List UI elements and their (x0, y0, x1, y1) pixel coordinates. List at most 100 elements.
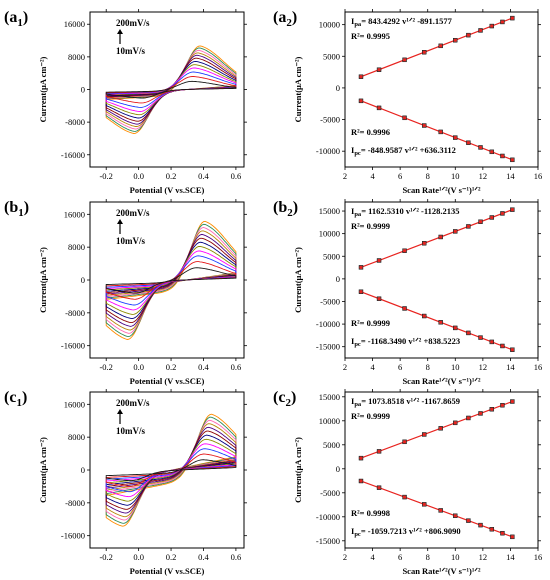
x-axis-title: Potential (V vs.SCE) (130, 376, 205, 386)
data-point-marker-pc (359, 290, 363, 294)
arrow-head-icon (117, 219, 123, 224)
x-tick-label: 6 (398, 171, 402, 181)
arrow-head-icon (117, 29, 123, 34)
data-point-marker-pc (500, 531, 505, 535)
data-point-marker-pc (510, 158, 514, 162)
cathodic-r-squared: R²= 0.9998 (351, 508, 390, 518)
data-point-marker-pc (478, 145, 483, 150)
scan-rate-max-label: 200mV/s (116, 208, 150, 218)
x-tick-label: 12 (479, 171, 488, 181)
x-tick-label: 0.6 (231, 171, 242, 181)
cv-curve (105, 459, 237, 482)
y-tick-label: 15000 (319, 392, 340, 402)
scan-rate-min-label: 10mV/s (116, 426, 145, 436)
anodic-fit-equation: Ipa= 1073.8518 v¹ᐟ² -1167.8659 (351, 396, 460, 408)
scan-rate-max-label: 200mV/s (116, 398, 150, 408)
data-point-marker-pa (490, 407, 494, 411)
y-tick-label: -10000 (316, 146, 340, 156)
cathodic-r-squared: R²= 0.9996 (351, 127, 390, 137)
data-point-marker-pc (453, 136, 457, 140)
data-point-marker-pa (422, 241, 426, 245)
x-tick-label: 16 (534, 171, 543, 181)
y-tick-label: 0 (336, 274, 340, 284)
data-point-marker-pc (439, 320, 443, 324)
data-point-marker-pa (478, 220, 483, 224)
y-tick-label: 16000 (64, 209, 85, 219)
y-tick-label: 10000 (319, 229, 340, 239)
plot-frame (344, 201, 539, 359)
data-point-marker-pa (466, 33, 470, 37)
data-point-marker-pc (490, 527, 494, 531)
x-tick-label: 12 (479, 362, 488, 372)
plot-frame (344, 11, 539, 168)
scan-rate-min-label: 10mV/s (116, 236, 145, 246)
x-tick-label: -0.2 (99, 552, 112, 562)
y-tick-label: 0 (336, 83, 340, 93)
data-point-marker-pa (402, 58, 407, 62)
cathodic-fit-equation: Ipc= -848.9587 v¹ᐟ² +636.3112 (351, 145, 456, 157)
plot-frame (89, 201, 245, 359)
x-tick-label: 0.2 (166, 362, 177, 372)
data-point-marker-pc (466, 141, 470, 145)
data-point-marker-pc (478, 523, 483, 527)
y-tick-label: -8000 (65, 498, 85, 508)
data-point-marker-pc (439, 508, 443, 513)
x-axis-title: Potential (V vs.SCE) (130, 185, 205, 195)
cv-curve (105, 47, 237, 132)
x-tick-label: 4 (370, 552, 375, 562)
data-point-marker-pa (377, 449, 381, 453)
chart-c2: 2 4 6 8 10 12 14 16 -15000 -10000 -5000 0 5000 10000 1… (273, 389, 542, 576)
fit-line-pa (360, 209, 513, 268)
y-tick-label: -5000 (320, 296, 340, 306)
x-tick-label: 4 (370, 171, 375, 181)
y-axis-title: Current(μA cm⁻²) (293, 56, 303, 122)
data-point-marker-pa (422, 50, 426, 54)
x-tick-label: 2 (343, 362, 347, 372)
data-point-marker-pa (453, 229, 457, 234)
data-point-marker-pc (377, 297, 381, 301)
x-tick-label: 14 (506, 362, 515, 372)
scan-rate-min-label: 10mV/s (116, 46, 145, 56)
data-point-marker-pc (422, 123, 426, 128)
x-tick-label: 2 (343, 171, 347, 181)
anodic-fit-equation: Ipa= 1162.5310 v¹ᐟ² -1128.2135 (351, 206, 460, 218)
y-tick-label: -15000 (316, 536, 340, 546)
data-point-marker-pc (377, 106, 381, 110)
panel-label: (c1) (4, 389, 27, 409)
x-tick-label: 0.0 (133, 552, 144, 562)
fit-line-pc (360, 480, 513, 538)
data-point-marker-pa (359, 265, 363, 269)
data-point-marker-pc (510, 348, 514, 352)
panel-label: (b2) (273, 199, 298, 219)
data-point-marker-pa (402, 249, 407, 253)
y-tick-label: 8000 (68, 432, 85, 442)
y-tick-label: 0 (81, 275, 85, 285)
data-point-marker-pa (478, 411, 483, 416)
data-point-marker-pc (466, 519, 470, 523)
x-tick-label: 0.0 (133, 171, 144, 181)
chart-a2: 2 4 6 8 10 12 14 16 -10000 -5000 0 5000 10000 Scan Ra… (273, 9, 542, 195)
data-point-marker-pa (500, 211, 505, 216)
x-tick-label: 0.4 (198, 362, 209, 372)
data-point-marker-pc (402, 116, 407, 120)
cathodic-r-squared: R²= 0.9999 (351, 318, 390, 328)
data-point-marker-pa (402, 440, 407, 444)
data-point-marker-pa (466, 416, 470, 420)
x-axis-title: Scan Rate¹ᐟ²(V s⁻¹)¹ᐟ² (402, 566, 481, 576)
data-point-marker-pc (510, 535, 514, 539)
y-tick-label: 16000 (64, 19, 85, 29)
y-tick-label: -8000 (65, 117, 85, 127)
x-tick-label: 10 (451, 362, 460, 372)
x-tick-label: 0.4 (198, 552, 209, 562)
data-point-marker-pc (466, 331, 470, 335)
x-tick-label: 16 (534, 362, 543, 372)
y-axis-title: Current(μA cm⁻²) (293, 437, 303, 503)
x-tick-label: 8 (426, 171, 430, 181)
y-tick-label: -16000 (61, 531, 85, 541)
data-point-marker-pc (500, 344, 505, 348)
cathodic-fit-equation: Ipc= -1168.3490 v¹ᐟ² +838.5223 (351, 336, 460, 348)
data-point-marker-pa (510, 16, 514, 20)
data-point-marker-pa (490, 215, 494, 220)
data-point-marker-pc (422, 314, 426, 318)
